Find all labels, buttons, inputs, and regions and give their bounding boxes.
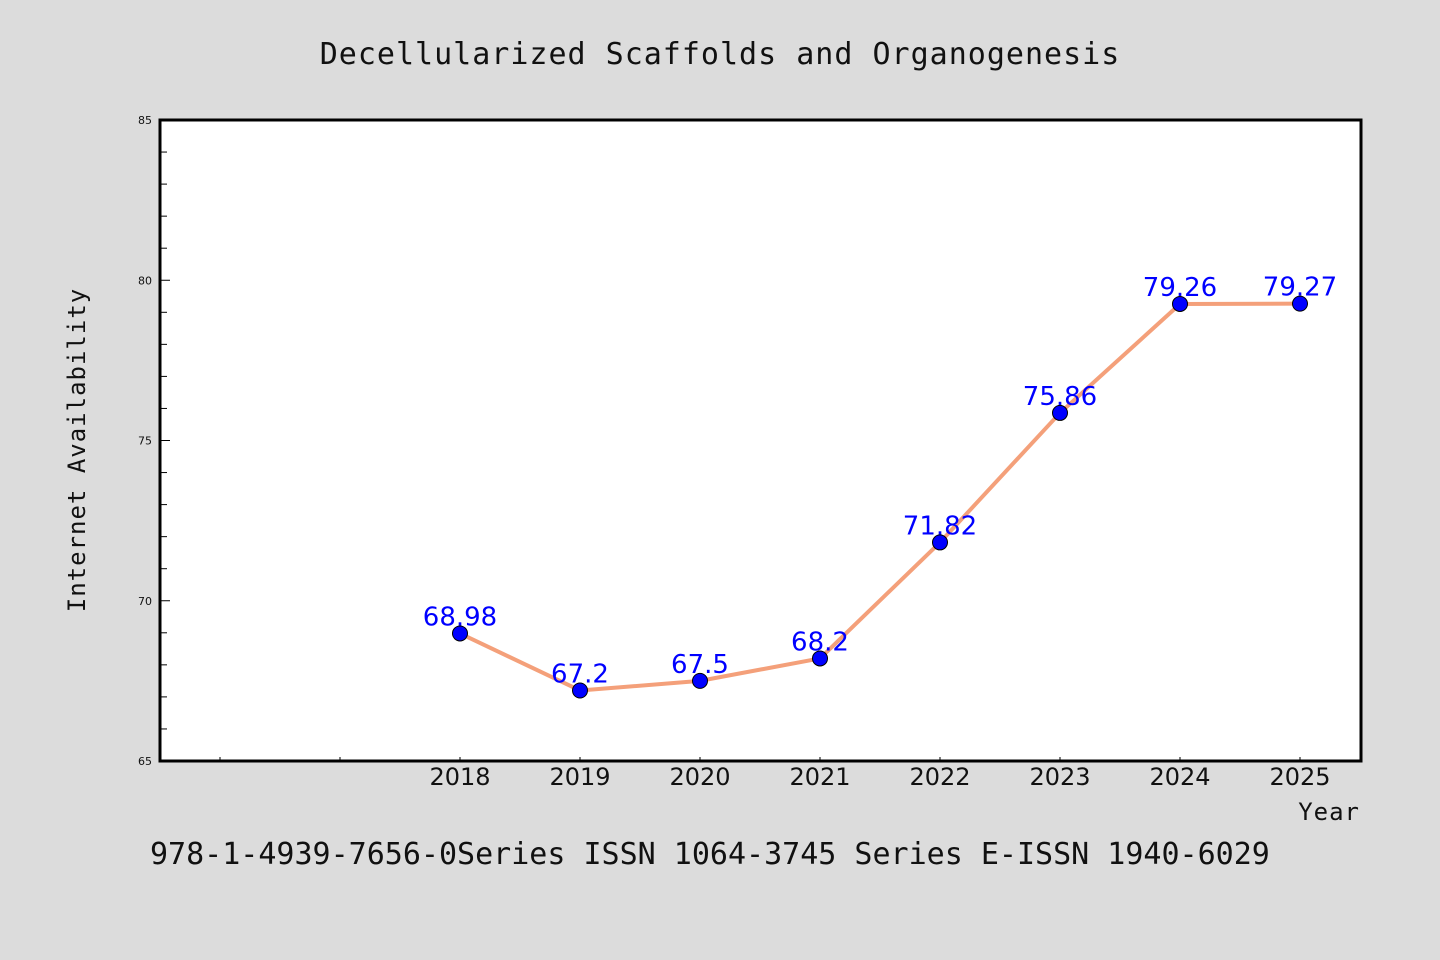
data-label-2021: 68.2	[791, 627, 849, 657]
x-tick-label-2018: 2018	[429, 763, 490, 791]
y-tick-label: 65	[138, 755, 152, 768]
data-label-2024: 79.26	[1143, 273, 1217, 303]
data-label-2023: 75.86	[1023, 382, 1097, 412]
data-label-2022: 71.82	[903, 511, 977, 541]
y-tick-label: 75	[138, 435, 152, 448]
series-line-group: 68.98 67.2 67.5 68.2 71.82 75.86 79.26 79.27	[423, 273, 1337, 699]
y-axis: 65 70 75 80 85	[138, 114, 170, 768]
data-label-2019: 67.2	[551, 659, 609, 689]
x-tick-label-2019: 2019	[549, 763, 610, 791]
data-point-2019	[572, 682, 588, 699]
y-axis-label: Internet Availability	[63, 288, 91, 612]
x-tick-label-2024: 2024	[1149, 763, 1210, 791]
y-tick-label: 80	[138, 274, 152, 287]
data-point-2020	[692, 672, 708, 689]
data-point-2023	[1052, 404, 1068, 421]
x-tick-label-2020: 2020	[669, 763, 730, 791]
data-point-2018	[452, 625, 468, 642]
x-tick-label-2021: 2021	[789, 763, 850, 791]
data-point-2021	[812, 650, 828, 667]
series-line	[458, 301, 1302, 693]
x-tick-label-2025: 2025	[1269, 763, 1330, 791]
plot-area	[158, 118, 1363, 763]
footer-text: 978-1-4939-7656-0Series ISSN 1064-3745 S…	[150, 837, 1270, 872]
x-axis-label: Year	[1298, 798, 1360, 826]
data-label-2025: 79.27	[1263, 273, 1337, 303]
data-point-2024	[1172, 295, 1188, 312]
data-point-2025	[1292, 295, 1308, 312]
data-label-2018: 68.98	[423, 602, 497, 632]
data-label-2020: 67.5	[671, 650, 729, 680]
x-tick-label-2023: 2023	[1029, 763, 1090, 791]
chart-title: Decellularized Scaffolds and Organogenes…	[320, 37, 1121, 72]
data-point-2022	[932, 534, 948, 551]
x-axis: 2018 2019 2020 2021 2022 2023 2024 2025	[219, 757, 1331, 791]
y-tick-label: 70	[138, 595, 152, 608]
x-tick-label-2022: 2022	[909, 763, 970, 791]
y-tick-label: 85	[138, 114, 152, 127]
